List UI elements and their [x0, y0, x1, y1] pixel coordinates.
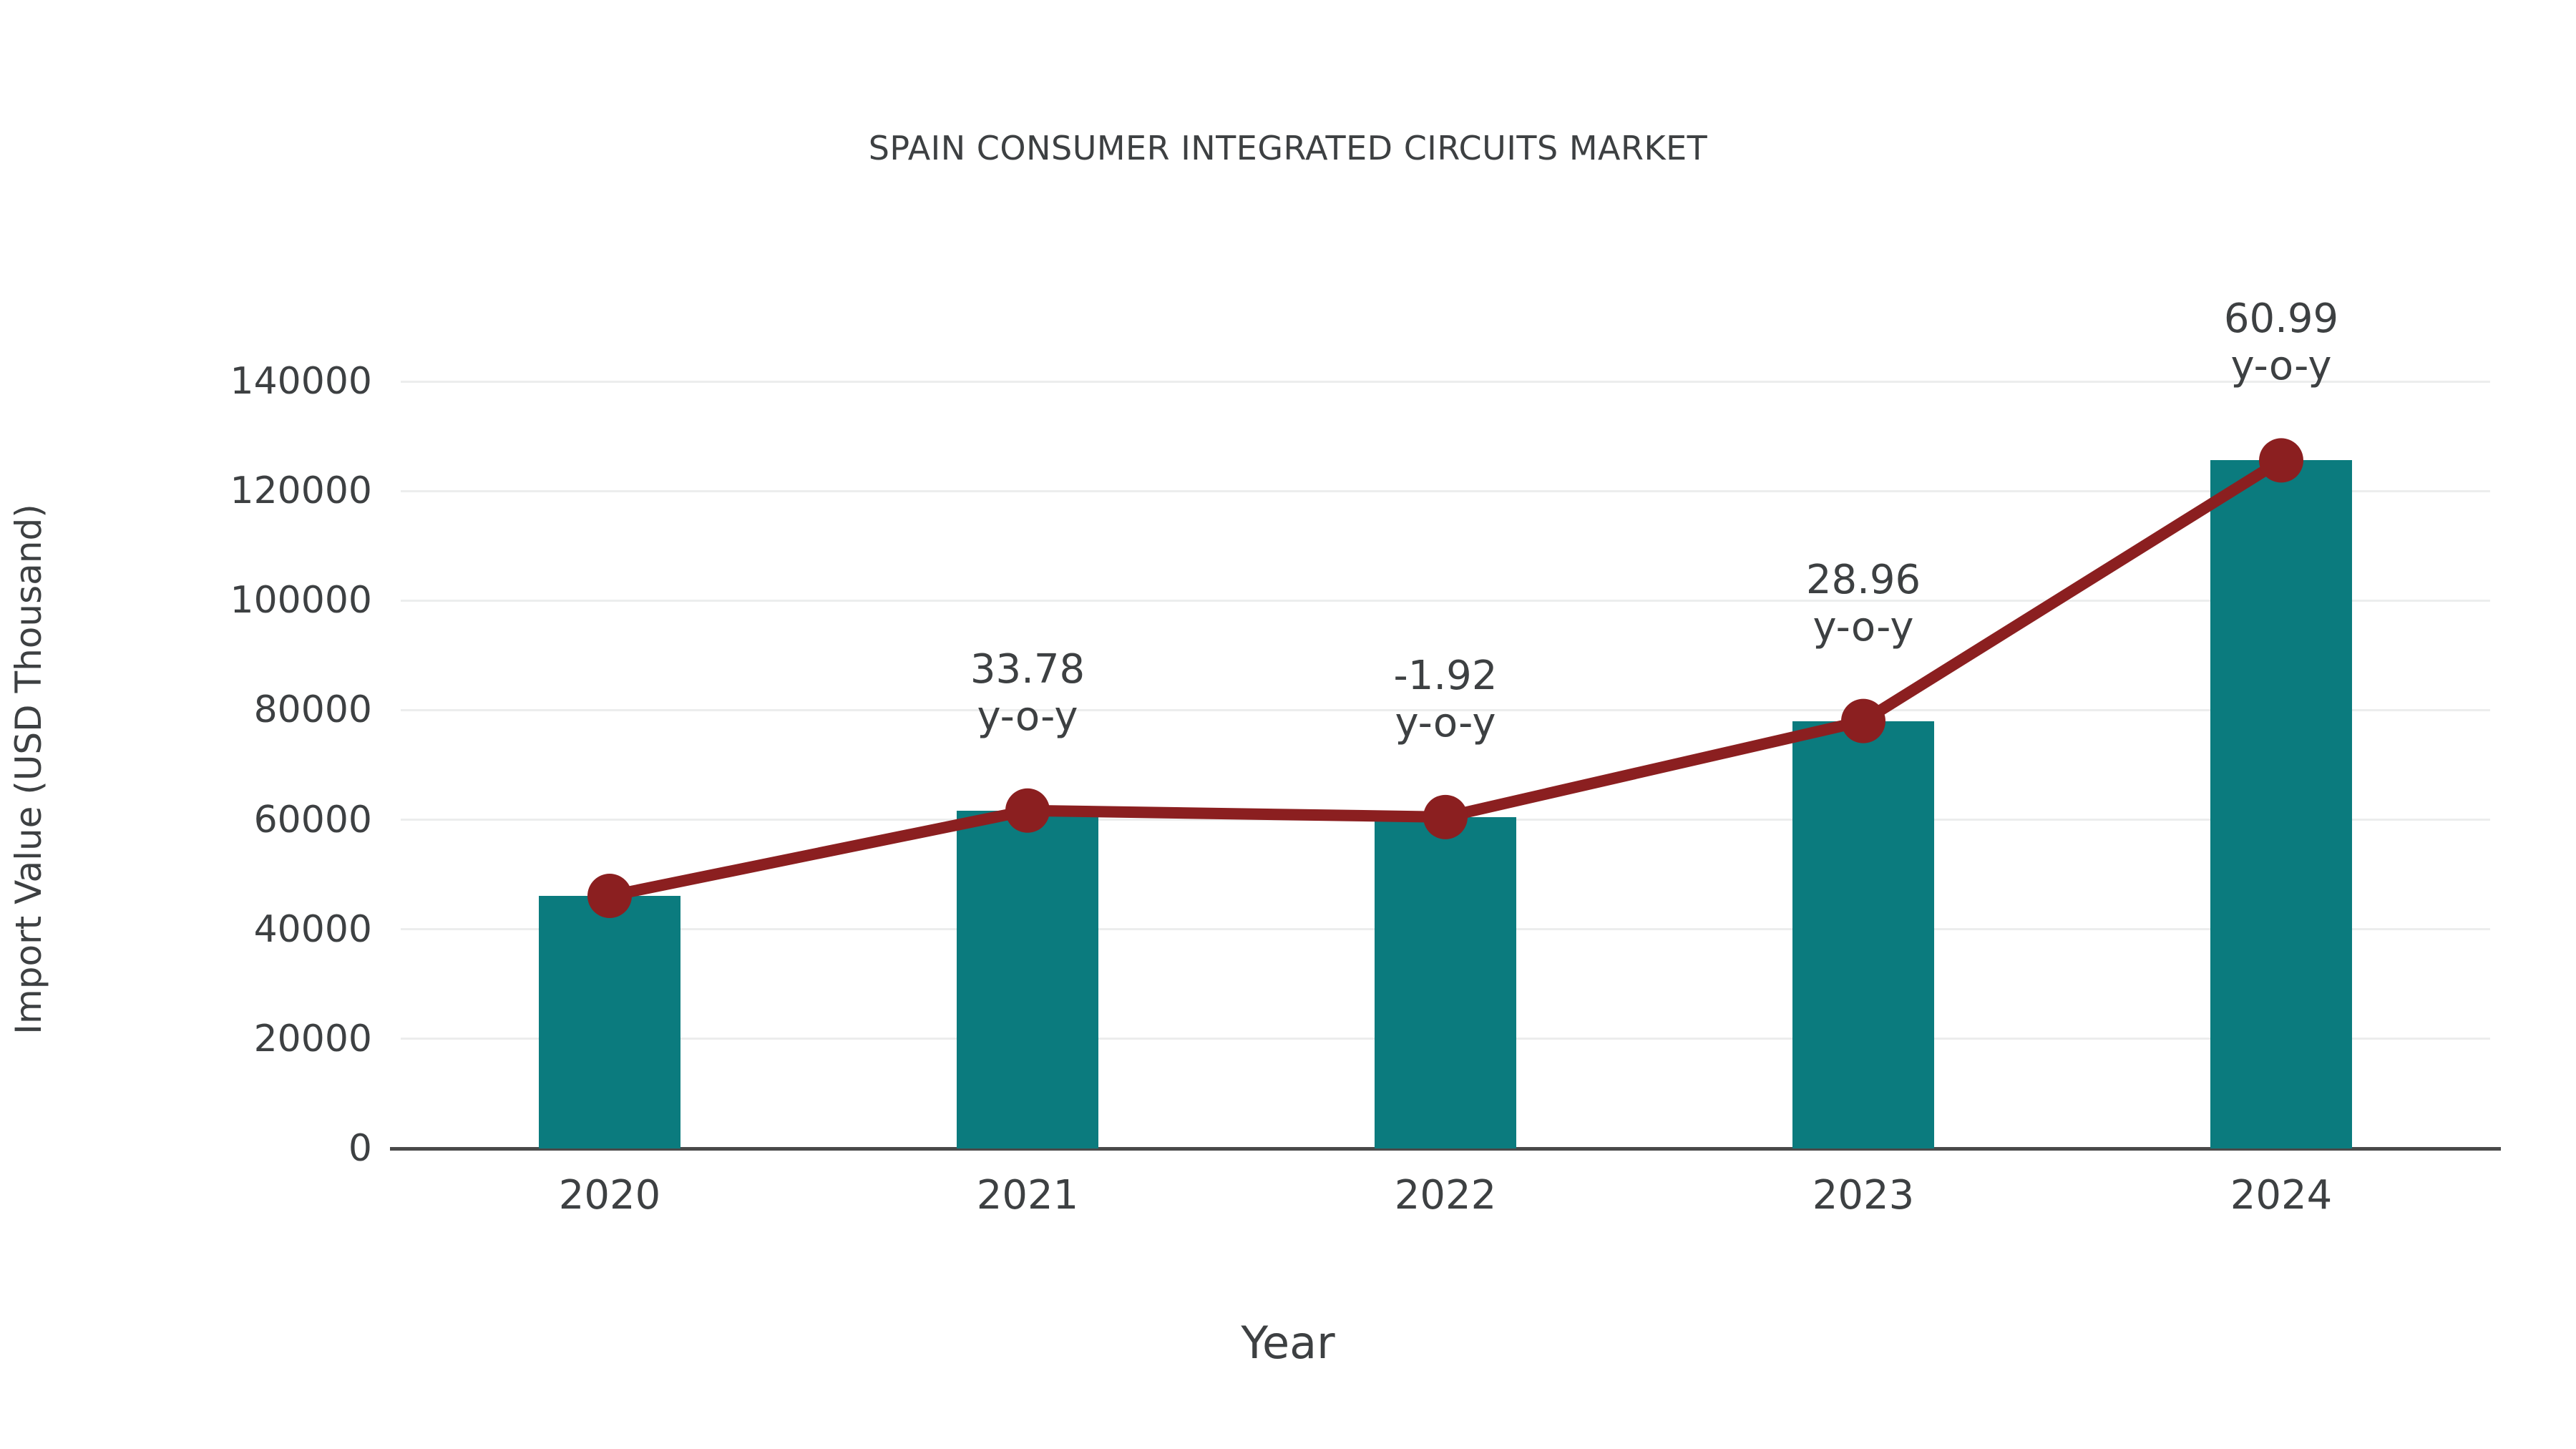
bar[interactable]: [956, 810, 1099, 1148]
yoy-annotation: 60.99 y-o-y: [2081, 296, 2482, 390]
chart-title: SPAIN CONSUMER INTEGRATED CIRCUITS MARKE…: [868, 129, 1708, 167]
bar[interactable]: [538, 896, 681, 1148]
yoy-annotation: 28.96 y-o-y: [1663, 557, 2064, 651]
line-series: [587, 438, 2303, 919]
y-tick-label: 140000: [230, 360, 372, 403]
y-tick-label: 60000: [253, 798, 372, 841]
yoy-annotation-value: 60.99: [2223, 296, 2339, 343]
gridline: [401, 489, 2490, 492]
yoy-annotation-value: 28.96: [1805, 556, 1921, 603]
yoy-annotation-value: 33.78: [970, 645, 1085, 693]
gridline: [401, 380, 2490, 383]
x-tick-label: 2022: [1394, 1172, 1497, 1219]
yoy-annotation-value: -1.92: [1393, 652, 1498, 699]
yoy-annotation-suffix: y-o-y: [1395, 699, 1496, 746]
yoy-annotation: -1.92 y-o-y: [1245, 653, 1646, 747]
y-tick-label: 80000: [253, 688, 372, 732]
data-point-marker[interactable]: [587, 874, 632, 919]
yoy-annotation-suffix: y-o-y: [977, 693, 1078, 740]
y-tick-label: 0: [348, 1127, 372, 1170]
x-tick-label: 2023: [1812, 1172, 1915, 1219]
yoy-annotation: 33.78 y-o-y: [827, 646, 1228, 741]
bar[interactable]: [1792, 721, 1935, 1148]
yoy-annotation-suffix: y-o-y: [2230, 343, 2332, 390]
gridline: [401, 708, 2490, 711]
yoy-annotation-suffix: y-o-y: [1813, 603, 1914, 650]
y-tick-label: 100000: [230, 579, 372, 623]
bar[interactable]: [1374, 816, 1517, 1148]
plot-area: [401, 380, 2490, 1148]
x-tick-label: 2024: [2230, 1172, 2333, 1219]
data-point-marker[interactable]: [2259, 438, 2303, 483]
y-tick-label: 40000: [253, 907, 372, 951]
y-tick-label: 120000: [230, 469, 372, 513]
data-point-marker[interactable]: [1841, 698, 1885, 743]
data-point-marker[interactable]: [1423, 794, 1468, 839]
x-tick-label: 2021: [976, 1172, 1079, 1219]
x-axis-title: Year: [1241, 1317, 1335, 1369]
bar[interactable]: [2210, 460, 2353, 1148]
y-tick-label: 20000: [253, 1017, 372, 1060]
x-tick-label: 2020: [558, 1172, 661, 1219]
data-point-marker[interactable]: [1005, 788, 1050, 833]
x-axis-line: [390, 1147, 2501, 1151]
gridline: [401, 599, 2490, 602]
